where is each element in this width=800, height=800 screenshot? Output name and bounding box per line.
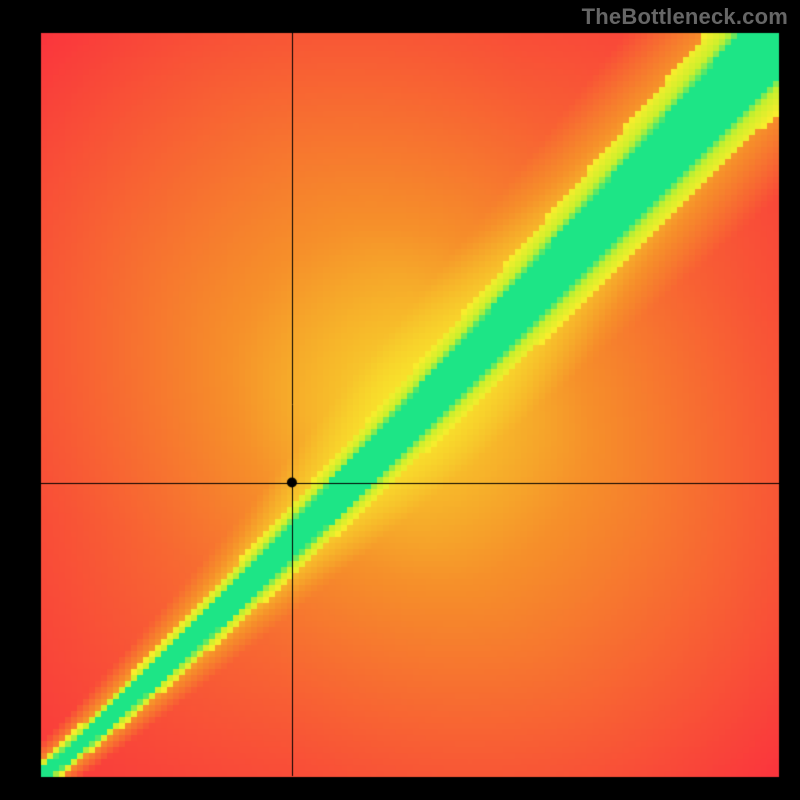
chart-container: TheBottleneck.com [0, 0, 800, 800]
watermark-text: TheBottleneck.com [582, 4, 788, 30]
heatmap-canvas [0, 0, 800, 800]
